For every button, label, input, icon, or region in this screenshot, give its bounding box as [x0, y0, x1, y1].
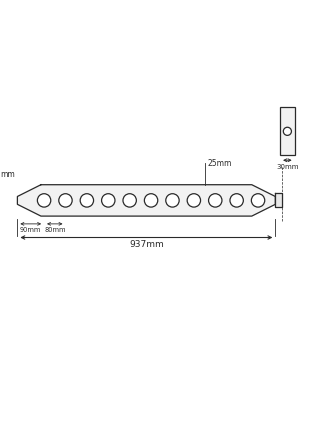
Circle shape: [166, 194, 179, 207]
Text: mm: mm: [1, 170, 16, 179]
Circle shape: [102, 194, 115, 207]
Bar: [280, 107, 294, 155]
Text: 90mm: 90mm: [20, 227, 42, 233]
Text: 937mm: 937mm: [129, 240, 164, 249]
Circle shape: [123, 194, 136, 207]
Text: 30mm: 30mm: [276, 164, 299, 170]
Circle shape: [187, 194, 201, 207]
Polygon shape: [17, 185, 275, 216]
Text: 25mm: 25mm: [207, 159, 232, 168]
Circle shape: [80, 194, 94, 207]
Polygon shape: [275, 194, 282, 207]
Circle shape: [230, 194, 243, 207]
Circle shape: [38, 194, 51, 207]
Circle shape: [251, 194, 265, 207]
Circle shape: [59, 194, 72, 207]
Text: 80mm: 80mm: [44, 227, 65, 233]
Circle shape: [209, 194, 222, 207]
Circle shape: [144, 194, 158, 207]
Circle shape: [283, 127, 291, 135]
